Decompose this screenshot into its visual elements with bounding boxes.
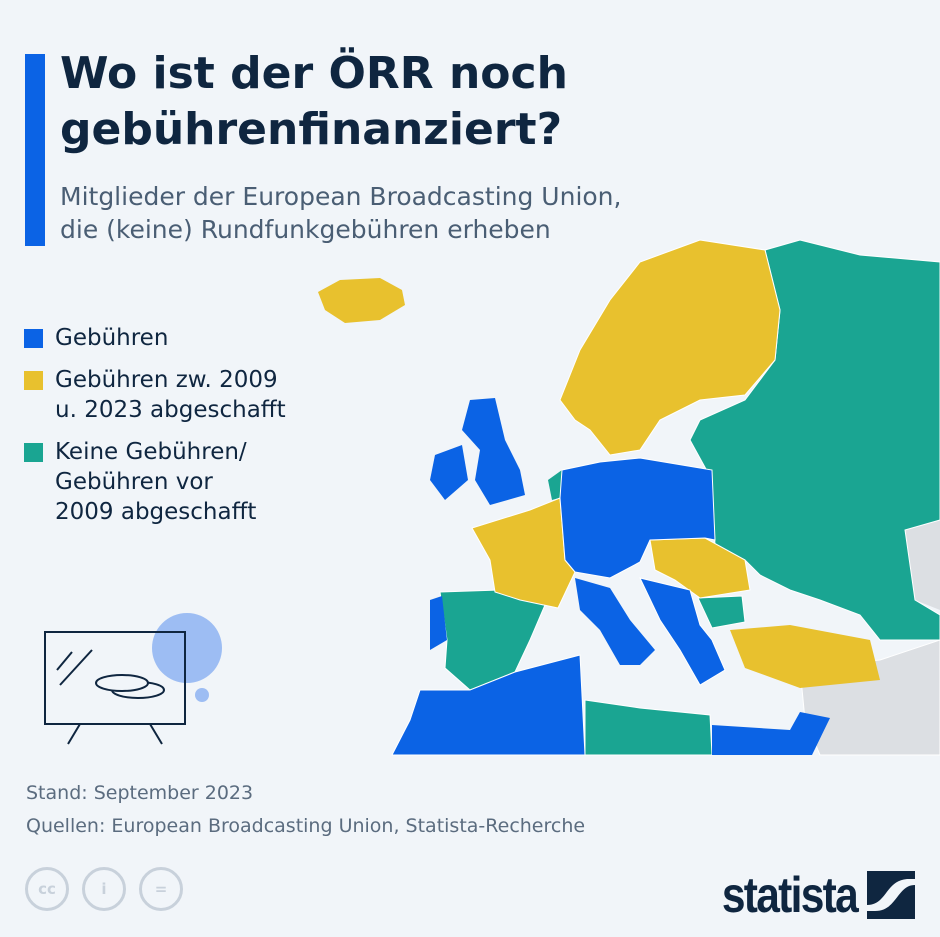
region-central-europe <box>559 457 716 579</box>
page-title: Wo ist der ÖRR noch gebührenfinanziert? <box>60 48 568 155</box>
region-bulgaria <box>697 595 746 629</box>
footer-date: Stand: September 2023 <box>26 782 254 804</box>
title-accent-bar <box>25 54 45 246</box>
legend-item-fees: Gebühren <box>24 323 286 353</box>
region-iceland <box>318 278 405 323</box>
region-france <box>471 497 576 609</box>
region-ireland <box>430 445 468 500</box>
subtitle: Mitglieder der European Broadcasting Uni… <box>60 182 622 244</box>
region-egypt-levant <box>712 712 830 755</box>
legend-swatch-blue <box>24 329 43 348</box>
region-portugal <box>430 596 447 650</box>
legend-item-none: Keine Gebühren/Gebühren vor 2009 abgescha… <box>24 437 286 527</box>
region-libya <box>584 699 713 756</box>
legend-item-abolished: Gebühren zw. 2009 u. 2023 abgeschafft <box>24 365 286 425</box>
region-uk <box>462 398 525 505</box>
region-balkans <box>639 577 726 686</box>
region-north-africa <box>391 654 586 756</box>
footer-sources: Quellen: European Broadcasting Union, St… <box>26 815 586 837</box>
legend: Gebühren Gebühren zw. 2009 u. 2023 abgesc… <box>24 323 286 539</box>
legend-swatch-teal <box>24 443 43 462</box>
no-derivatives-icon[interactable]: = <box>139 867 183 911</box>
region-central-asia <box>905 510 940 610</box>
cc-icon[interactable]: cc <box>25 867 69 911</box>
legend-swatch-yellow <box>24 371 43 390</box>
region-italy <box>575 578 655 665</box>
statista-logo[interactable]: statista <box>698 866 915 924</box>
statista-logo-icon <box>867 871 915 919</box>
region-russia-ukraine <box>689 239 940 641</box>
region-hungary-romania <box>649 537 751 599</box>
attribution-icon[interactable]: i <box>82 867 126 911</box>
region-turkey <box>730 625 880 688</box>
region-scandinavia <box>559 239 781 456</box>
tv-coins-illustration <box>44 613 222 745</box>
